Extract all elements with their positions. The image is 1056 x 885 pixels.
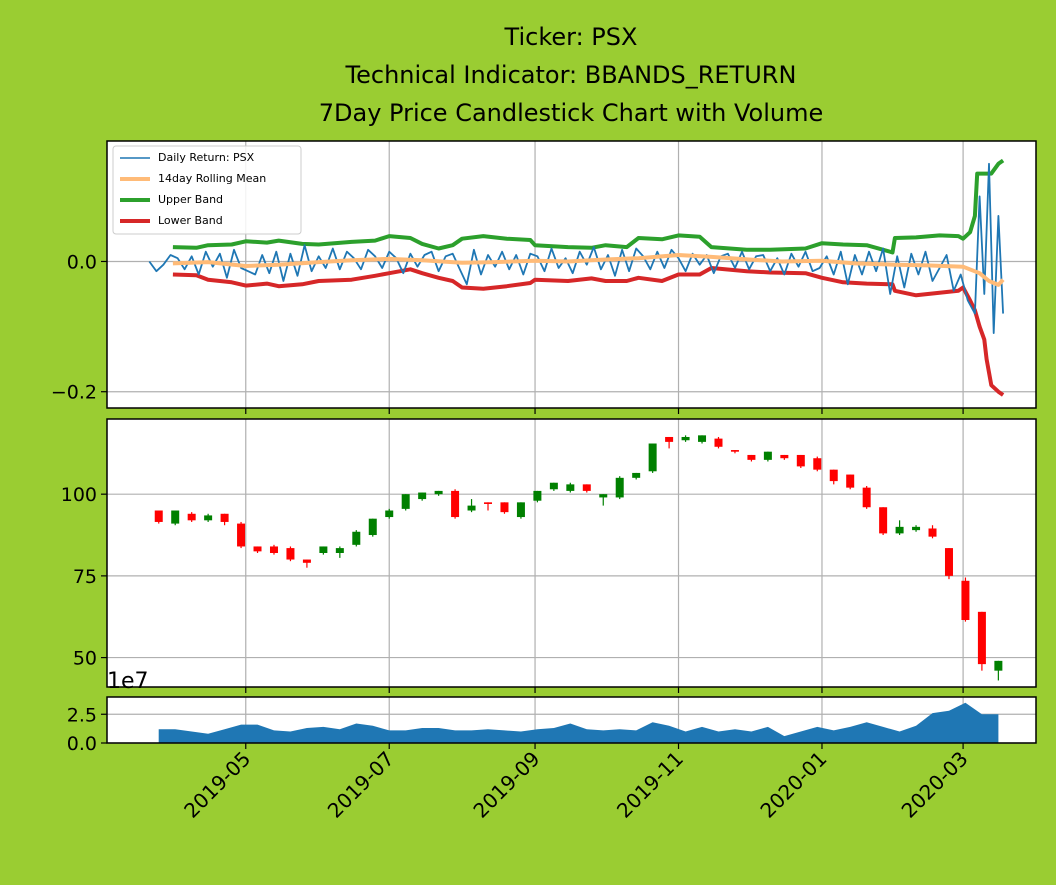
price-candles bbox=[154, 435, 1003, 681]
chart-title-line-2: Technical Indicator: BBANDS_RETURN bbox=[345, 61, 797, 89]
indicator-y-ticks: −0.2 0.0 bbox=[51, 251, 107, 404]
candle-body-39 bbox=[796, 454, 805, 467]
candle-body-12 bbox=[352, 531, 361, 545]
candle-body-0 bbox=[154, 510, 163, 522]
candle-body-37 bbox=[763, 451, 772, 460]
candle-body-28 bbox=[615, 477, 624, 498]
candle-body-1 bbox=[171, 510, 180, 524]
candle-body-22 bbox=[516, 502, 525, 518]
candle-body-2 bbox=[187, 513, 196, 521]
candle-body-44 bbox=[879, 507, 888, 534]
vol-ytick-label-1: 2.5 bbox=[67, 704, 97, 726]
candle-body-7 bbox=[269, 546, 278, 553]
ind-ytick-label-1: 0.0 bbox=[67, 251, 97, 273]
candle-body-5 bbox=[237, 523, 246, 547]
candle-body-20 bbox=[484, 502, 493, 504]
volume-area bbox=[158, 702, 999, 743]
candle-body-27 bbox=[599, 494, 608, 498]
chart-legend: Daily Return: PSX 14day Rolling Mean Upp… bbox=[112, 145, 302, 235]
volume-y-ticks: 0.02.5 bbox=[67, 704, 107, 755]
candle-body-21 bbox=[500, 502, 509, 513]
indicator-x-tickmarks bbox=[245, 408, 964, 414]
candle-body-32 bbox=[681, 436, 690, 441]
candle-body-10 bbox=[319, 546, 328, 553]
candle-body-24 bbox=[549, 482, 558, 490]
indicator-frame bbox=[106, 140, 1037, 409]
candle-body-36 bbox=[747, 454, 756, 460]
chart-title-line-3: 7Day Price Candlestick Chart with Volume bbox=[319, 99, 824, 127]
candle-body-14 bbox=[385, 510, 394, 518]
legend-box bbox=[112, 145, 302, 235]
legend-label-rolling-mean: 14day Rolling Mean bbox=[158, 172, 266, 185]
candle-body-48 bbox=[944, 548, 953, 576]
indicator-panel: −0.2 0.0 Daily Return: PSX 14day Rolling … bbox=[51, 140, 1037, 414]
candle-body-11 bbox=[335, 548, 344, 553]
price-frame bbox=[106, 418, 1037, 688]
candle-body-18 bbox=[451, 490, 460, 518]
legend-label-lower-band: Lower Band bbox=[158, 214, 223, 227]
candle-body-19 bbox=[467, 505, 476, 511]
candle-body-34 bbox=[714, 438, 723, 447]
candle-body-42 bbox=[846, 474, 855, 488]
candle-body-46 bbox=[912, 526, 921, 531]
candle-body-30 bbox=[648, 443, 657, 472]
legend-label-upper-band: Upper Band bbox=[158, 193, 223, 206]
candle-body-33 bbox=[698, 435, 707, 442]
candle-body-40 bbox=[813, 458, 822, 470]
candle-body-3 bbox=[204, 515, 213, 521]
candle-body-29 bbox=[632, 472, 641, 478]
candle-body-26 bbox=[582, 484, 591, 491]
candle-body-49 bbox=[961, 580, 970, 620]
candle-body-25 bbox=[566, 484, 575, 491]
candle-body-45 bbox=[895, 526, 904, 534]
line-lower bbox=[172, 266, 1005, 397]
candle-body-35 bbox=[730, 450, 739, 452]
candle-body-41 bbox=[829, 469, 838, 482]
candle-body-17 bbox=[434, 490, 443, 495]
candle-body-31 bbox=[665, 436, 674, 442]
candle-body-43 bbox=[862, 487, 871, 508]
candle-body-4 bbox=[220, 513, 229, 522]
px-ytick-label-2: 100 bbox=[61, 484, 97, 506]
candle-body-13 bbox=[368, 518, 377, 536]
line-mean bbox=[172, 253, 1005, 287]
candle-body-6 bbox=[253, 546, 262, 552]
volume-offset-label: 1e7 bbox=[107, 669, 149, 694]
price-grid bbox=[107, 419, 1036, 687]
price-panel: 50 75 100 bbox=[61, 418, 1037, 693]
px-ytick-label-1: 75 bbox=[73, 566, 97, 588]
volume-fill bbox=[158, 702, 999, 743]
candle-body-8 bbox=[286, 548, 295, 560]
ind-ytick-label-0: −0.2 bbox=[51, 382, 97, 404]
price-plot-area bbox=[107, 419, 1036, 687]
candle-body-50 bbox=[977, 611, 986, 665]
vol-ytick-label-0: 0.0 bbox=[67, 733, 97, 755]
price-x-tickmarks bbox=[245, 687, 964, 693]
candle-body-47 bbox=[928, 528, 937, 537]
candle-body-38 bbox=[780, 454, 789, 459]
chart-title-line-1: Ticker: PSX bbox=[504, 23, 638, 51]
indicator-series bbox=[148, 158, 1005, 397]
legend-label-daily-return: Daily Return: PSX bbox=[158, 151, 255, 164]
candle-body-51 bbox=[994, 660, 1003, 671]
candle-body-15 bbox=[401, 494, 410, 509]
candle-body-9 bbox=[302, 559, 311, 563]
px-ytick-label-0: 50 bbox=[73, 648, 97, 670]
line-upper bbox=[172, 158, 1005, 255]
candle-body-23 bbox=[533, 490, 542, 501]
candle-body-16 bbox=[418, 492, 427, 500]
price-y-ticks: 50 75 100 bbox=[61, 484, 107, 670]
volume-frame bbox=[106, 696, 1037, 744]
